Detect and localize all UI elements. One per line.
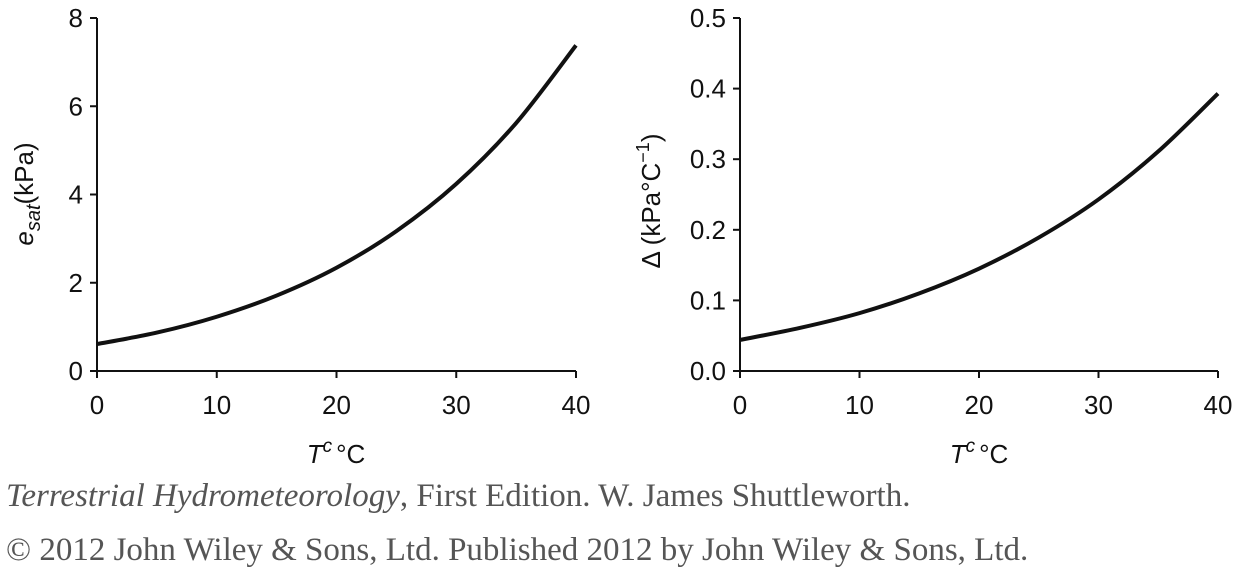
y-ticks: 0 2 4 6 8 <box>69 3 97 386</box>
y-tick-label: 2 <box>69 268 83 298</box>
y-axis-label: esat(kPa) <box>9 142 45 245</box>
x-tick-label: 10 <box>202 390 231 420</box>
x-ticks: 0 10 20 30 40 <box>90 371 591 420</box>
x-tick-label: 40 <box>562 390 591 420</box>
y-axis-label: Δ (kPa°C−1) <box>633 134 666 269</box>
y-tick-label: 8 <box>69 3 83 33</box>
x-tick-label: 0 <box>733 390 747 420</box>
y-tick-label: 0 <box>69 356 83 386</box>
x-tick-label: 20 <box>322 390 351 420</box>
y-tick-label: 0.5 <box>690 3 726 33</box>
x-ticks: 0 10 20 30 40 <box>733 371 1233 420</box>
x-axis-label: Tc °C <box>307 436 366 469</box>
chart-delta: 0.0 0.1 0.2 0.3 0.4 0.5 0 10 20 30 40 Tc °C Δ (kPa… <box>633 3 1232 469</box>
book-title: Terrestrial Hydrometeorology <box>6 478 400 514</box>
y-tick-label: 6 <box>69 91 83 121</box>
x-tick-label: 20 <box>965 390 994 420</box>
x-tick-label: 30 <box>1084 390 1113 420</box>
y-tick-label: 0.1 <box>690 285 726 315</box>
x-tick-label: 30 <box>442 390 471 420</box>
series-line-esat <box>96 44 578 347</box>
x-tick-label: 40 <box>1204 390 1233 420</box>
caption-line-1: Terrestrial Hydrometeorology, First Edit… <box>6 478 910 515</box>
y-tick-label: 0.4 <box>690 74 726 104</box>
y-tick-label: 4 <box>69 180 83 210</box>
y-ticks: 0.0 0.1 0.2 0.3 0.4 0.5 <box>690 3 740 386</box>
y-tick-label: 0.3 <box>690 144 726 174</box>
series-line-delta <box>739 92 1220 342</box>
y-tick-label: 0.0 <box>690 356 726 386</box>
y-tick-label: 0.2 <box>690 215 726 245</box>
x-tick-label: 10 <box>845 390 874 420</box>
chart-esat: 0 2 4 6 8 0 10 20 30 40 Tc °C esat(kPa) <box>9 3 590 469</box>
x-tick-label: 0 <box>90 390 104 420</box>
caption-line-2: © 2012 John Wiley & Sons, Ltd. Published… <box>6 532 1029 568</box>
caption-line-1-rest: , First Edition. W. James Shuttleworth. <box>399 478 911 514</box>
x-axis-label: Tc °C <box>950 436 1009 469</box>
